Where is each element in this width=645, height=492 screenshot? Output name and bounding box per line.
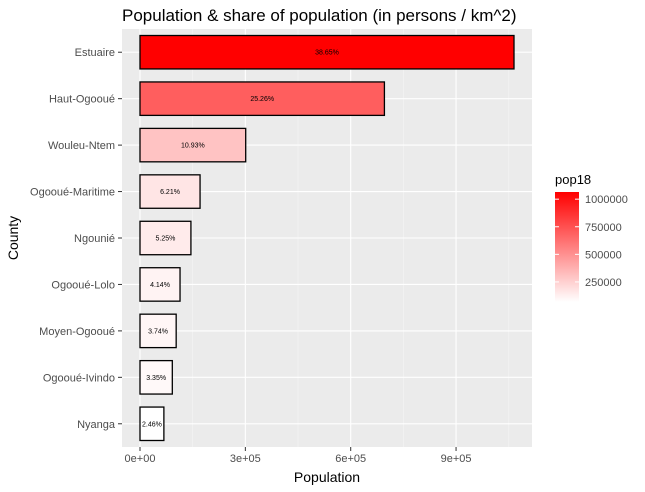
legend-tick-label: 500000 <box>585 249 622 261</box>
bar-label: 3.35% <box>146 375 166 382</box>
bar-label: 2.46% <box>142 421 162 428</box>
y-tick-label: Estuaire <box>75 47 115 59</box>
legend-colorbar <box>555 192 579 302</box>
y-tick-label: Ogooué-Maritime <box>30 187 115 199</box>
legend-tick-label: 1000000 <box>585 194 628 206</box>
bar <box>139 313 177 349</box>
y-tick-label: Ngounié <box>74 233 115 245</box>
bar-label: 3.74% <box>148 328 168 335</box>
bar-label: 5.25% <box>156 236 176 243</box>
y-tick-label: Moyen-Ogooué <box>39 326 115 338</box>
x-tick-label: 6e+05 <box>335 453 366 465</box>
bar <box>139 34 515 70</box>
legend-ticks: 250000 500000 750000 1000000 <box>555 194 628 289</box>
legend-title: pop18 <box>555 172 591 187</box>
bars: 38.65% 25.26% 10.93% 6.21% 5.25% 4.14% 3.74% 3.… <box>139 34 515 442</box>
legend-tick-label: 750000 <box>585 222 622 234</box>
y-axis-title: County <box>5 216 21 260</box>
y-axis-ticks: Estuaire Haut-Ogooué Wouleu-Ntem Ogooué-Mar… <box>30 47 122 431</box>
x-axis-ticks: 0e+00 3e+05 6e+05 9e+05 <box>125 447 472 465</box>
x-tick-label: 3e+05 <box>230 453 261 465</box>
bar <box>139 359 173 395</box>
bar-label: 6.21% <box>160 189 180 196</box>
x-tick-label: 0e+00 <box>125 453 156 465</box>
bar <box>139 220 192 256</box>
bar-label: 4.14% <box>150 282 170 289</box>
y-tick-label: Ogooué-Lolo <box>51 279 115 291</box>
bar <box>139 174 201 209</box>
bar <box>139 127 247 163</box>
chart-title: Population & share of population (in per… <box>122 6 516 25</box>
legend: pop18 250000 500000 750000 1000000 <box>555 172 628 302</box>
legend-tick-label: 250000 <box>585 277 622 289</box>
x-axis-title: Population <box>294 469 360 485</box>
y-tick-label: Haut-Ogooué <box>49 94 115 106</box>
y-tick-label: Ogooué-Ivindo <box>43 372 115 384</box>
bar <box>139 81 386 117</box>
y-tick-label: Nyanga <box>77 419 116 431</box>
bar-label: 38.65% <box>315 50 339 57</box>
bar-label: 25.26% <box>250 96 274 103</box>
x-tick-label: 9e+05 <box>441 453 472 465</box>
y-tick-label: Wouleu-Ntem <box>48 140 115 152</box>
bar <box>139 267 181 302</box>
bar-label: 10.93% <box>181 143 205 150</box>
bar <box>139 406 165 442</box>
